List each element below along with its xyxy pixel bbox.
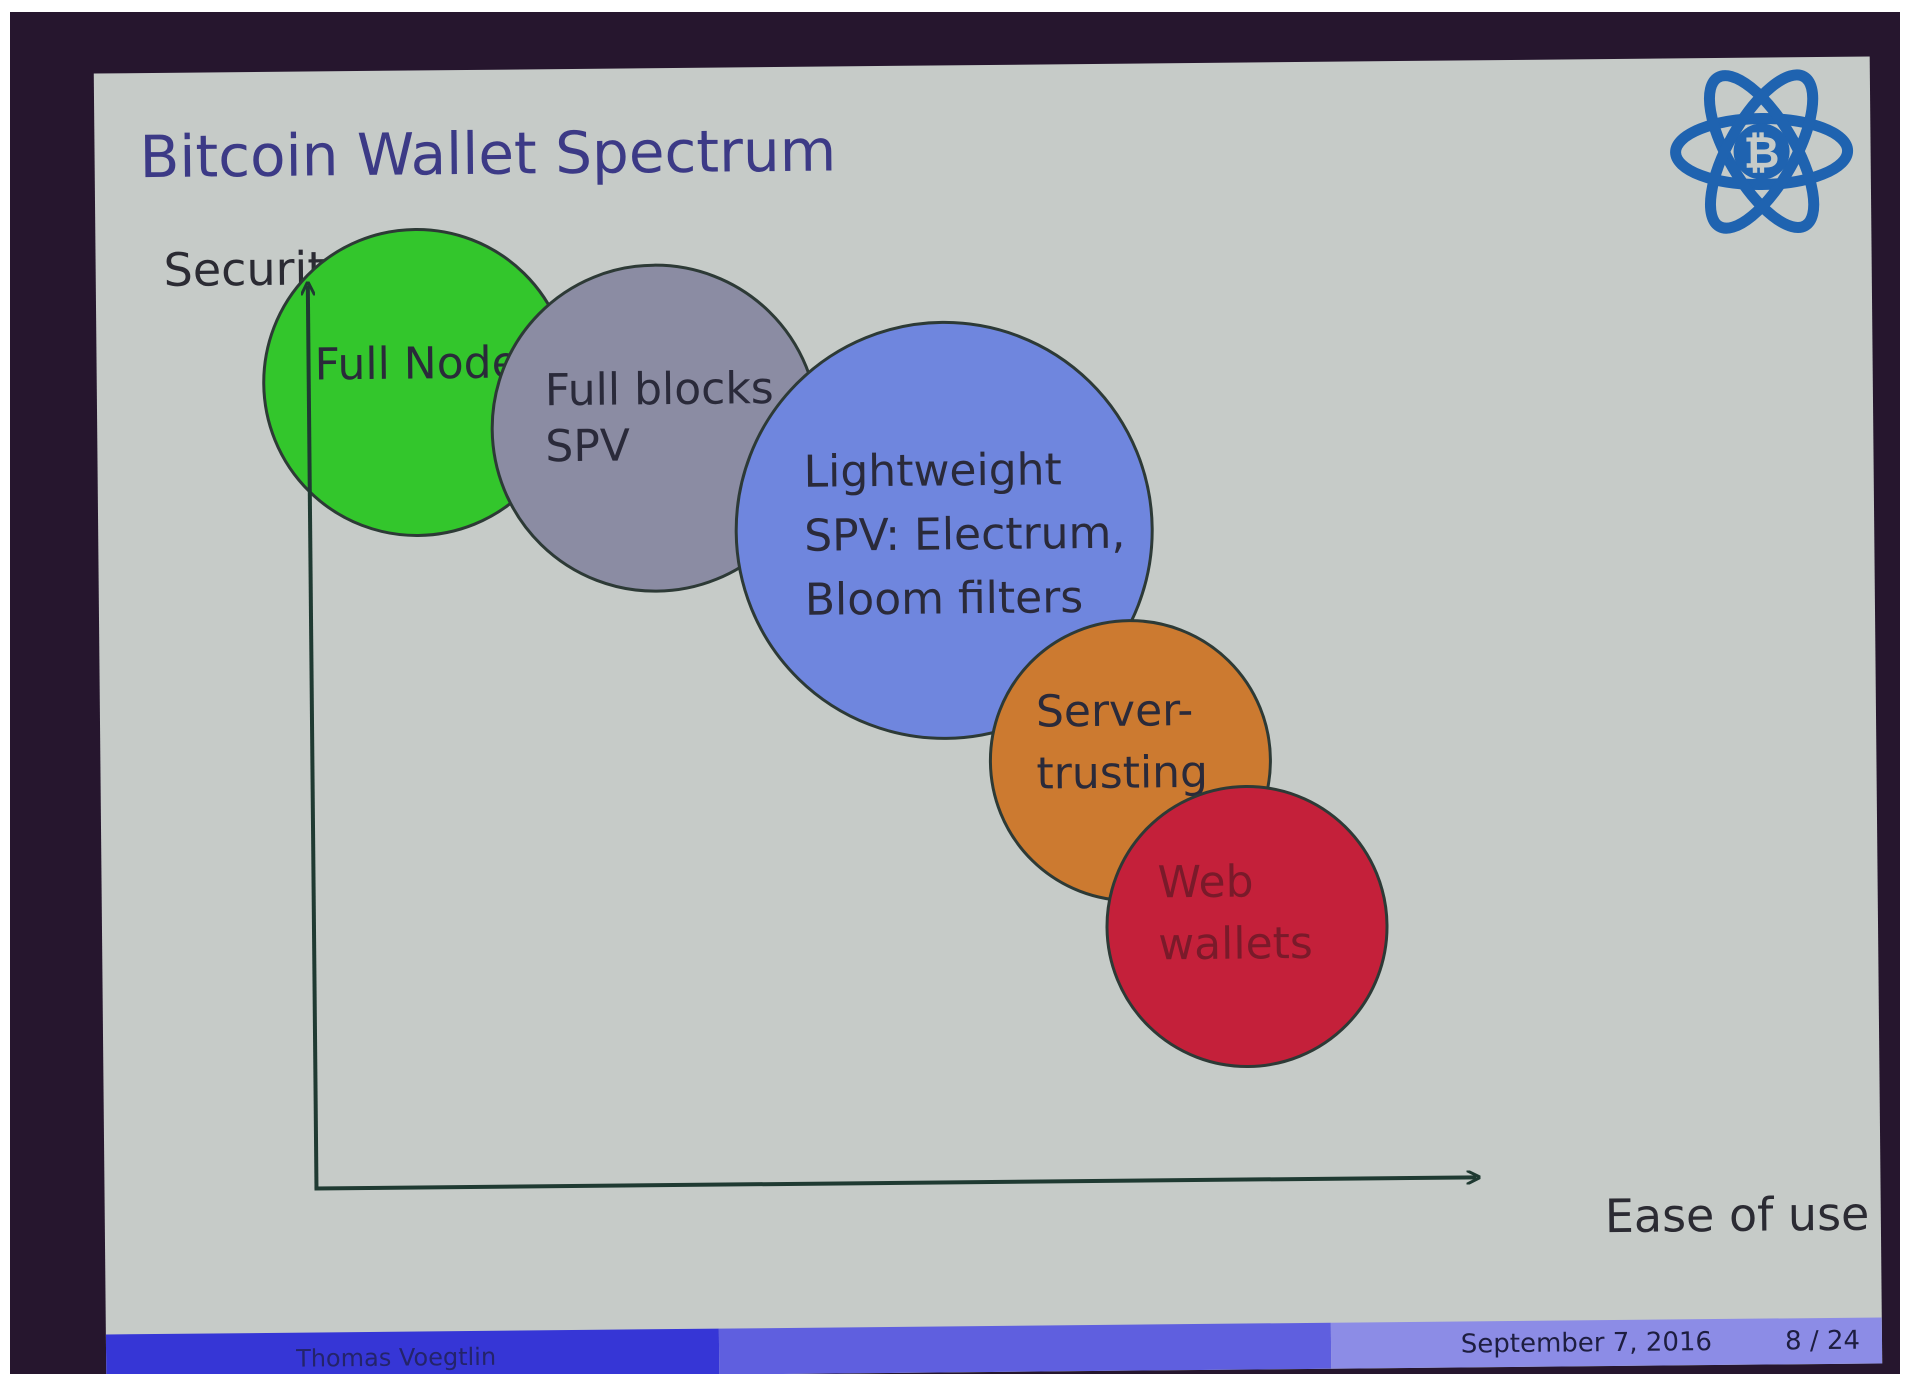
bubble-web-wallets <box>1105 785 1389 1069</box>
bubble-label-line: Full Node <box>314 337 519 390</box>
electrum-logo-icon: ₿ <box>1670 69 1854 234</box>
x-axis-line <box>314 1177 1476 1191</box>
footer-middle-band <box>718 1322 1332 1374</box>
bubble-label-lightweight-spv: Lightweight SPV: Electrum, Bloom filters <box>803 444 1126 626</box>
bubble-label-line: Lightweight <box>803 444 1062 497</box>
wallet-bubbles: Full Node Full blocks SPV Lightweight SPV: E… <box>262 227 1389 1069</box>
bubble-label-line: SPV <box>545 420 630 472</box>
bubble-label-server-trusting: Server-trusting <box>1036 685 1209 800</box>
bubble-label-line: SPV: Electrum, <box>804 508 1126 562</box>
footer-author: Thomas Voegtlin <box>295 1342 497 1373</box>
bubble-label-full-blocks-spv: Full blocks SPV <box>545 363 775 472</box>
footer-page-number: 8 / 24 <box>1784 1325 1861 1357</box>
bubble-lightweight-spv <box>734 320 1154 740</box>
bubble-label-line: wallets <box>1158 918 1313 970</box>
wallet-spectrum-diagram: Full Node Full blocks SPV Lightweight SPV: E… <box>262 227 1882 1191</box>
footer-date: September 7, 2016 <box>1460 1327 1713 1360</box>
bubble-label-line: Bloom filters <box>805 572 1084 626</box>
bubble-label-line: Web <box>1157 856 1253 908</box>
bitcoin-symbol: ₿ <box>1743 127 1779 178</box>
bubble-label-line: trusting <box>1036 747 1208 800</box>
bubble-label-full-node: Full Node <box>314 337 519 390</box>
bubble-label-web-wallets: Web wallets <box>1157 856 1313 970</box>
bubble-label-line: Server- <box>1036 685 1194 738</box>
bubble-label-line: Full blocks <box>545 363 774 416</box>
photo-frame: Bitcoin Wallet Spectrum ₿ Security Ease … <box>10 12 1900 1374</box>
projected-slide: Bitcoin Wallet Spectrum ₿ Security Ease … <box>93 56 1883 1374</box>
y-axis-line <box>308 286 319 1189</box>
